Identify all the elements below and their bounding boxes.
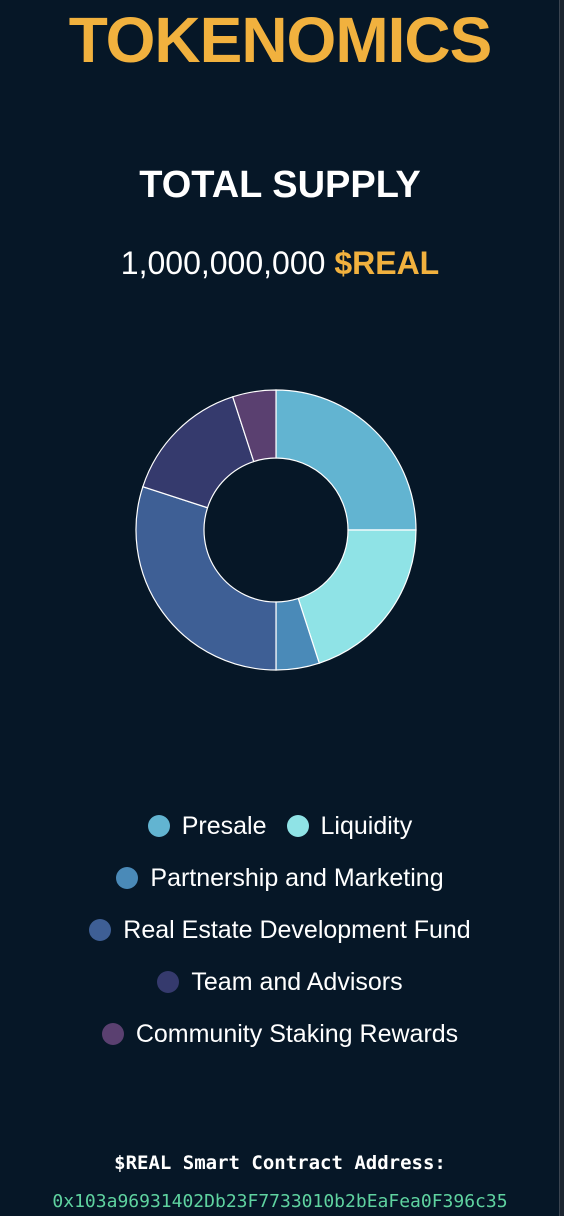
contract-address[interactable]: 0x103a96931402Db23F7733010b2bEaFea0F396c… (52, 1191, 508, 1212)
legend-row: Community Staking Rewards (0, 1008, 560, 1060)
legend-item-real-estate-development-fund[interactable]: Real Estate Development Fund (89, 915, 471, 945)
donut-slice-community-staking-rewards[interactable] (231, 389, 277, 463)
legend-label: Team and Advisors (191, 968, 403, 996)
contract-address-label: $REAL Smart Contract Address: (114, 1152, 446, 1174)
tokenomics-donut-chart (126, 380, 426, 680)
supply-amount: 1,000,000,000 (120, 245, 326, 281)
legend-swatch (286, 815, 309, 837)
donut-slice-presale[interactable] (275, 389, 417, 531)
page-title: TOKENOMICS (68, 4, 493, 76)
legend-item-community-staking-rewards[interactable]: Community Staking Rewards (101, 1019, 459, 1049)
legend-label: Presale (181, 812, 267, 840)
legend-swatch (147, 815, 170, 837)
supply-ticker: $REAL (334, 245, 440, 281)
donut-svg (135, 389, 417, 671)
legend-row: Partnership and Marketing (0, 852, 560, 904)
legend-row: Real Estate Development Fund (0, 904, 560, 956)
legend-swatch (157, 971, 180, 993)
legend-item-liquidity[interactable]: Liquidity (286, 811, 413, 841)
legend-swatch (101, 1023, 124, 1045)
legend-label: Partnership and Marketing (150, 864, 444, 892)
window-edge-line (559, 0, 560, 1216)
legend-swatch (89, 919, 112, 941)
legend-item-team-and-advisors[interactable]: Team and Advisors (157, 967, 403, 997)
scrollbar[interactable] (560, 0, 564, 1216)
donut-slice-liquidity[interactable] (297, 529, 417, 664)
donut-slice-team-and-advisors[interactable] (142, 396, 255, 509)
total-supply-heading: TOTAL SUPPLY (139, 164, 421, 206)
legend-row: Presale Liquidity (0, 800, 560, 852)
legend-item-partnership-and-marketing[interactable]: Partnership and Marketing (116, 863, 444, 893)
donut-slice-real-estate-development-fund[interactable] (135, 485, 277, 671)
legend-swatch (116, 867, 139, 889)
legend-label: Community Staking Rewards (135, 1020, 459, 1048)
legend-label: Liquidity (320, 812, 413, 840)
total-supply-value: 1,000,000,000 $REAL (0, 240, 560, 286)
legend-item-presale[interactable]: Presale (147, 811, 267, 841)
legend-row: Team and Advisors (0, 956, 560, 1008)
chart-legend: Presale Liquidity Partnership and Marketin… (0, 800, 560, 1060)
legend-label: Real Estate Development Fund (123, 916, 471, 944)
